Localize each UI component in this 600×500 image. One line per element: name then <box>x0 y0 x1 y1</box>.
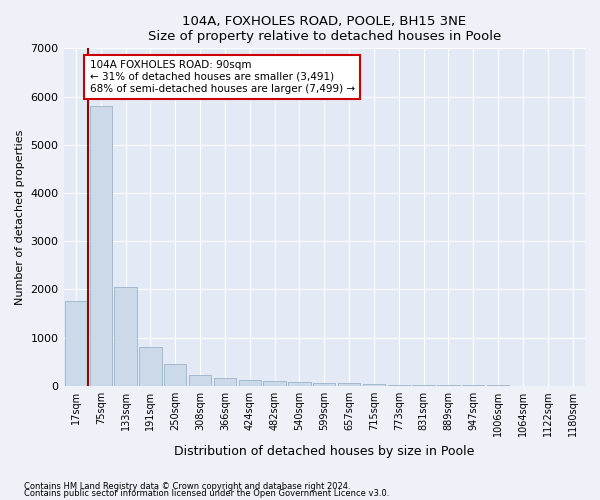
Title: 104A, FOXHOLES ROAD, POOLE, BH15 3NE
Size of property relative to detached house: 104A, FOXHOLES ROAD, POOLE, BH15 3NE Siz… <box>148 15 501 43</box>
Bar <box>115 287 137 386</box>
Bar <box>189 375 211 386</box>
Bar <box>239 380 261 386</box>
Y-axis label: Number of detached properties: Number of detached properties <box>15 130 25 305</box>
X-axis label: Distribution of detached houses by size in Poole: Distribution of detached houses by size … <box>174 444 475 458</box>
Bar <box>388 385 410 386</box>
Bar <box>139 347 161 386</box>
Bar <box>363 384 385 386</box>
Text: Contains HM Land Registry data © Crown copyright and database right 2024.: Contains HM Land Registry data © Crown c… <box>24 482 350 491</box>
Bar <box>412 385 435 386</box>
Bar <box>214 378 236 386</box>
Bar <box>437 385 460 386</box>
Bar <box>65 302 87 386</box>
Bar <box>313 383 335 386</box>
Text: Contains public sector information licensed under the Open Government Licence v3: Contains public sector information licen… <box>24 489 389 498</box>
Bar <box>263 381 286 386</box>
Bar <box>288 382 311 386</box>
Bar <box>338 383 360 386</box>
Bar <box>89 106 112 386</box>
Bar <box>164 364 187 386</box>
Text: 104A FOXHOLES ROAD: 90sqm
← 31% of detached houses are smaller (3,491)
68% of se: 104A FOXHOLES ROAD: 90sqm ← 31% of detac… <box>89 60 355 94</box>
